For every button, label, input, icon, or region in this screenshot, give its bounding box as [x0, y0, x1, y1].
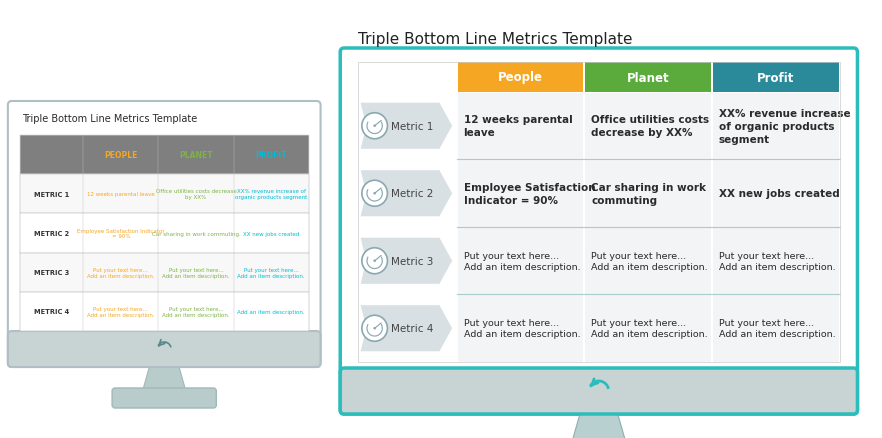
Text: Put your text here...
Add an item description.: Put your text here... Add an item descri… [719, 318, 835, 339]
Text: Office utilities costs decrease
by XX%: Office utilities costs decrease by XX% [155, 189, 236, 200]
Text: PROFIT: PROFIT [256, 151, 287, 160]
Bar [586, 228, 711, 294]
Text: Put your text here...
Add an item description.: Put your text here... Add an item descri… [162, 306, 230, 317]
Text: Put your text here...
Add an item description.: Put your text here... Add an item descri… [464, 251, 580, 272]
Bar [586, 161, 711, 227]
Text: PEOPLE: PEOPLE [104, 151, 138, 160]
FancyBboxPatch shape [340, 368, 857, 414]
Polygon shape [360, 103, 452, 150]
Circle shape [362, 315, 387, 342]
FancyBboxPatch shape [8, 331, 320, 367]
Bar [586, 295, 711, 362]
Text: Employee Satisfaction Indicator
= 90%: Employee Satisfaction Indicator = 90% [77, 228, 165, 239]
Circle shape [373, 125, 376, 128]
Text: Office utilities costs
decrease by XX%: Office utilities costs decrease by XX% [591, 115, 709, 138]
Bar [713, 161, 839, 227]
Text: Triple Bottom Line Metrics Template: Triple Bottom Line Metrics Template [358, 32, 632, 47]
Polygon shape [360, 237, 452, 285]
Circle shape [362, 113, 387, 139]
Text: 12 weeks parental leave: 12 weeks parental leave [87, 192, 154, 197]
Text: METRIC 2: METRIC 2 [34, 230, 69, 237]
Bar [586, 93, 711, 159]
Polygon shape [143, 363, 186, 391]
Text: XX new jobs created: XX new jobs created [243, 231, 299, 236]
Text: Metric 3: Metric 3 [392, 256, 434, 266]
Bar [358, 63, 840, 362]
Text: 12 weeks parental
leave: 12 weeks parental leave [464, 115, 572, 138]
Bar [458, 93, 583, 159]
Text: Put your text here...
Add an item description.: Put your text here... Add an item descri… [87, 306, 154, 317]
Text: Put your text here...
Add an item description.: Put your text here... Add an item descri… [87, 267, 154, 278]
Text: Car sharing in work commuting.: Car sharing in work commuting. [152, 231, 241, 236]
Bar [458, 63, 583, 93]
Bar [586, 63, 711, 93]
Text: Put your text here...
Add an item description.: Put your text here... Add an item descri… [162, 267, 230, 278]
Text: XX% revenue increase
of organic products
segment: XX% revenue increase of organic products… [719, 109, 850, 144]
Circle shape [373, 327, 376, 330]
Bar [19, 292, 309, 331]
Text: Add an item description.: Add an item description. [237, 309, 305, 314]
Text: Triple Bottom Line Metrics Template: Triple Bottom Line Metrics Template [22, 114, 197, 124]
FancyBboxPatch shape [112, 388, 216, 408]
Text: Profit: Profit [758, 71, 795, 84]
Text: People: People [498, 71, 543, 84]
Text: XX% revenue increase of
organic products segment: XX% revenue increase of organic products… [235, 189, 307, 200]
Text: Put your text here...
Add an item description.: Put your text here... Add an item descri… [591, 251, 708, 272]
Polygon shape [360, 170, 452, 217]
Bar [19, 175, 309, 214]
Circle shape [362, 248, 387, 274]
Text: PLANET: PLANET [179, 151, 213, 160]
Circle shape [373, 193, 376, 195]
Bar [713, 63, 839, 93]
Text: Put your text here...
Add an item description.: Put your text here... Add an item descri… [237, 267, 305, 278]
Bar [458, 228, 583, 294]
Text: Put your text here...
Add an item description.: Put your text here... Add an item descri… [591, 318, 708, 339]
Text: Metric 1: Metric 1 [392, 121, 434, 131]
Polygon shape [360, 305, 452, 352]
Polygon shape [572, 410, 626, 438]
Bar [713, 93, 839, 159]
Bar [458, 161, 583, 227]
Text: Put your text here...
Add an item description.: Put your text here... Add an item descri… [719, 251, 835, 272]
Text: Metric 2: Metric 2 [392, 189, 434, 199]
FancyBboxPatch shape [8, 102, 320, 367]
Circle shape [373, 260, 376, 262]
Bar [19, 253, 309, 292]
Text: Metric 4: Metric 4 [392, 324, 434, 333]
FancyBboxPatch shape [340, 49, 857, 414]
Text: Put your text here...
Add an item description.: Put your text here... Add an item descri… [464, 318, 580, 339]
Text: Employee Satisfaction
Indicator = 90%: Employee Satisfaction Indicator = 90% [464, 183, 595, 205]
Text: METRIC 3: METRIC 3 [34, 269, 69, 276]
Text: METRIC 1: METRIC 1 [34, 191, 69, 198]
Bar [713, 295, 839, 362]
Bar [713, 228, 839, 294]
Bar [19, 136, 309, 175]
Text: METRIC 4: METRIC 4 [34, 309, 69, 314]
Text: Planet: Planet [627, 71, 669, 84]
Bar [19, 214, 309, 253]
Text: Car sharing in work
commuting: Car sharing in work commuting [591, 183, 706, 205]
Bar [458, 295, 583, 362]
Circle shape [362, 181, 387, 207]
Text: XX new jobs created: XX new jobs created [719, 189, 840, 199]
